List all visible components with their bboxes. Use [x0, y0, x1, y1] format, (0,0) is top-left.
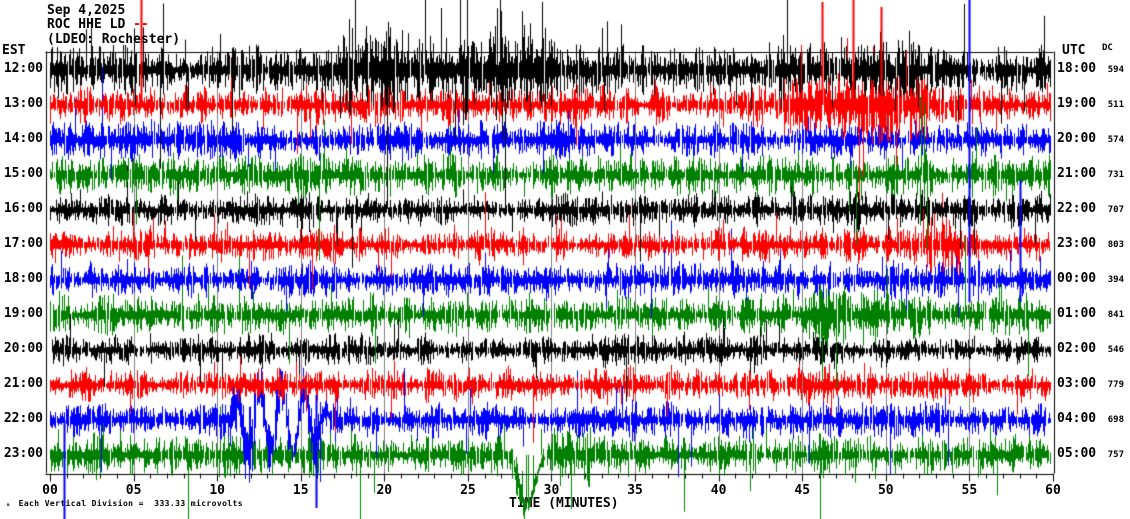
- dc-offset-value: 731: [1107, 170, 1124, 180]
- dc-offset-value: 574: [1107, 135, 1124, 145]
- scale-footnote: ₘ Each Vertical Division = 333.33 microvo…: [6, 499, 243, 509]
- est-time-label: 14:00: [3, 131, 43, 146]
- dc-offset-value: 394: [1107, 275, 1124, 285]
- x-tick-label: 40: [710, 483, 727, 498]
- est-time-label: 21:00: [3, 376, 43, 391]
- est-time-label: 18:00: [3, 271, 43, 286]
- dc-offset-value: 707: [1107, 205, 1124, 215]
- x-tick-label: 50: [877, 483, 894, 498]
- dc-offset-value: 779: [1107, 380, 1124, 390]
- est-time-label: 22:00: [3, 411, 43, 426]
- x-tick-label: 10: [209, 483, 225, 498]
- x-tick-label: 45: [794, 483, 811, 498]
- est-time-label: 19:00: [3, 306, 43, 321]
- est-time-label: 16:00: [3, 201, 43, 216]
- dc-offset-value: 698: [1107, 415, 1124, 425]
- x-tick-label: 25: [460, 483, 476, 498]
- est-time-label: 12:00: [3, 61, 43, 76]
- scale-footnote-text: Each Vertical Division = 333.33 microvol…: [18, 499, 243, 508]
- header-network: (LDEO: Rochester): [47, 32, 181, 47]
- header-station: ROC HHE LD --: [47, 18, 149, 31]
- dc-offset-value: 511: [1107, 100, 1124, 110]
- est-time-label: 20:00: [3, 341, 43, 356]
- dc-offset-value: 841: [1107, 310, 1124, 320]
- dc-offset-value: 546: [1107, 345, 1124, 355]
- x-tick-label: 60: [1045, 483, 1061, 498]
- right-timezone-label: UTC: [1062, 43, 1086, 58]
- dc-offset-value: 594: [1107, 65, 1124, 75]
- station-code: ROC HHE LD: [47, 17, 126, 32]
- est-time-label: 17:00: [3, 236, 43, 251]
- station-suffix: --: [133, 17, 149, 32]
- est-time-label: 13:00: [3, 96, 43, 111]
- left-timezone-label: EST: [2, 43, 26, 58]
- x-axis-title: TIME (MINUTES): [509, 496, 619, 511]
- x-tick-label: 15: [292, 483, 309, 498]
- dc-offset-value: 803: [1107, 240, 1124, 250]
- dc-column-header: DC: [1102, 43, 1113, 53]
- est-time-label: 23:00: [3, 446, 43, 461]
- x-tick-label: 20: [376, 483, 393, 498]
- x-tick-label: 00: [42, 483, 58, 498]
- x-tick-label: 35: [627, 483, 643, 498]
- micro-glyph: ₘ: [6, 500, 11, 508]
- x-tick-label: 05: [125, 483, 142, 498]
- header-date: Sep 4,2025: [47, 3, 126, 18]
- x-tick-label: 55: [961, 483, 978, 498]
- est-time-label: 15:00: [3, 166, 43, 181]
- dc-offset-value: 757: [1107, 450, 1124, 460]
